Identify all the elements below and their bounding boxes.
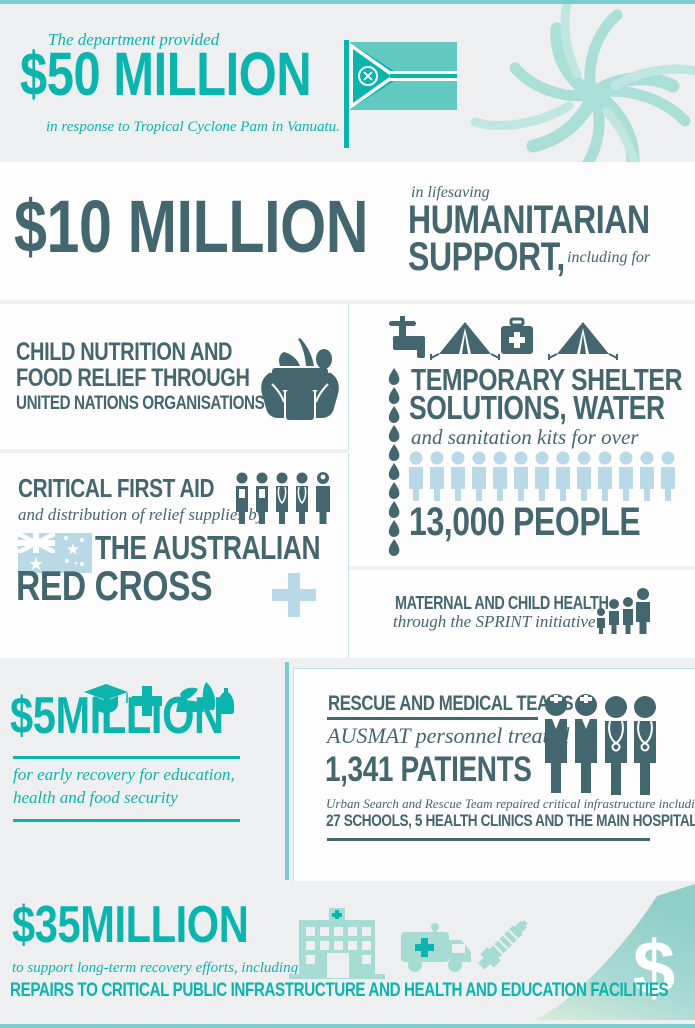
syringe-icon — [478, 920, 528, 970]
person-icon — [451, 451, 465, 501]
thirtyfive-subtext: to support long-term recovery efforts, i… — [12, 960, 299, 976]
child-nutrition-line-2: FOOD RELIEF THROUGH — [16, 364, 250, 392]
section-10-pretext: in lifesaving — [411, 184, 490, 201]
five-million-unit: MILLION — [55, 687, 224, 745]
first-aid-line-3: THE AUSTRALIAN — [95, 529, 321, 566]
ambulance-icon — [401, 923, 471, 972]
thirtyfive-prefix: $35 — [12, 896, 81, 954]
person-icon — [472, 451, 486, 501]
first-aid-line-1: CRITICAL FIRST AID — [18, 473, 215, 503]
maternal-line-2: through the SPRINT initiative — [393, 612, 596, 631]
people-row-icon — [409, 451, 675, 501]
dollar-sign-icon: $ — [633, 928, 675, 1006]
rescue-patients: 1,341 PATIENTS — [325, 750, 532, 789]
vanuatu-flag-icon — [344, 40, 457, 148]
thirtyfive-caption: REPAIRS TO CRITICAL PUBLIC INFRASTRUCTUR… — [10, 980, 669, 1001]
five-million-amount: $5MILLION — [10, 690, 224, 742]
medical-personnel-icon — [236, 472, 330, 524]
australian-flag-icon — [18, 533, 92, 573]
person-icon — [409, 451, 423, 501]
section-10-headline-1: HUMANITARIAN — [408, 198, 650, 242]
section-first-aid: CRITICAL FIRST AID and distribution of r… — [0, 453, 349, 658]
person-icon — [619, 451, 633, 501]
hospital-building-icon — [289, 908, 385, 979]
cyclone-spiral-icon — [470, 4, 695, 162]
person-icon — [556, 451, 570, 501]
doctors-group-icon — [545, 694, 656, 795]
rescue-divider-bottom — [327, 838, 650, 841]
five-million-divider-top — [13, 756, 240, 759]
person-icon — [493, 451, 507, 501]
five-million-desc-2: health and food security — [13, 788, 178, 807]
section-10-amount: $10 MILLION — [14, 185, 369, 268]
tent-icon — [439, 322, 491, 354]
first-aid-line-4: RED CROSS — [16, 562, 213, 609]
shelter-line-1: TEMPORARY SHELTER — [411, 362, 683, 397]
five-million-icon-row — [84, 682, 234, 716]
red-cross-plus-icon — [272, 573, 316, 617]
food-basket-icon — [176, 682, 234, 714]
shelter-total: 13,000 PEOPLE — [409, 500, 641, 544]
rescue-facilities: 27 SCHOOLS, 5 HEALTH CLINICS AND THE MAI… — [326, 811, 695, 830]
first-aid-line-2: and distribution of relief supplies by — [18, 505, 265, 524]
section-50-million: The department provided $50 MILLION in r… — [0, 0, 695, 166]
svg-text:$: $ — [633, 928, 675, 1006]
shelter-line-3: and sanitation kits for over — [411, 425, 639, 449]
food-in-hands-icon — [261, 338, 339, 420]
corner-wedge-decoration — [535, 884, 695, 1020]
person-icon — [598, 451, 612, 501]
medical-plus-icon — [132, 686, 162, 716]
five-million-prefix: $5 — [10, 687, 56, 745]
person-icon — [577, 451, 591, 501]
tent-icon — [557, 322, 609, 354]
rescue-divider-top — [327, 717, 538, 720]
section-child-nutrition: CHILD NUTRITION AND FOOD RELIEF THROUGH … — [0, 304, 349, 449]
five-million-divider-bottom — [13, 819, 240, 822]
person-icon — [640, 451, 654, 501]
section-50-pretext: The department provided — [48, 30, 220, 49]
thirtyfive-unit: MILLION — [80, 896, 249, 954]
section-10-headline-2: SUPPORT, — [408, 235, 565, 279]
section-rescue-medical: RESCUE AND MEDICAL TEAMS AUSMAT personne… — [293, 668, 695, 881]
person-icon — [514, 451, 528, 501]
section-35-million: $ $35MILLION to support long-term recove… — [0, 884, 695, 1028]
section-5-million: $5MILLION for early recovery for educati… — [0, 662, 289, 880]
section-maternal-health: MATERNAL AND CHILD HEALTH through the SP… — [349, 570, 695, 658]
rescue-detail: Urban Search and Rescue Team repaired cr… — [326, 796, 695, 811]
tap-water-icon — [389, 316, 425, 358]
maternal-line-1: MATERNAL AND CHILD HEALTH — [395, 593, 609, 613]
section-50-posttext: in response to Tropical Cyclone Pam in V… — [46, 119, 340, 135]
child-nutrition-line-3: UNITED NATIONS ORGANISATIONS — [16, 393, 265, 414]
family-group-icon — [597, 588, 650, 634]
section-10-trailing: including for — [567, 249, 651, 266]
shelter-line-2: SOLUTIONS, WATER — [409, 389, 665, 426]
shelter-icon-row — [389, 316, 618, 360]
rescue-subhead: AUSMAT personnel treated — [327, 723, 570, 748]
person-icon — [661, 451, 675, 501]
thirtyfive-million-amount: $35MILLION — [12, 896, 249, 954]
section-10-million: $10 MILLION in lifesaving HUMANITARIAN S… — [0, 162, 695, 300]
bottom-icon-row — [289, 908, 528, 979]
graduation-cap-icon — [84, 684, 128, 713]
person-icon — [430, 451, 444, 501]
section-shelter-water: TEMPORARY SHELTER SOLUTIONS, WATER and s… — [349, 304, 695, 566]
water-drop-column-icon — [388, 368, 400, 556]
person-icon — [535, 451, 549, 501]
rescue-heading: RESCUE AND MEDICAL TEAMS — [328, 692, 574, 715]
child-nutrition-line-1: CHILD NUTRITION AND — [16, 338, 233, 366]
first-aid-kit-icon — [501, 317, 533, 354]
five-million-desc-1: for early recovery for education, — [13, 765, 235, 784]
section-50-amount: $50 MILLION — [20, 40, 312, 108]
